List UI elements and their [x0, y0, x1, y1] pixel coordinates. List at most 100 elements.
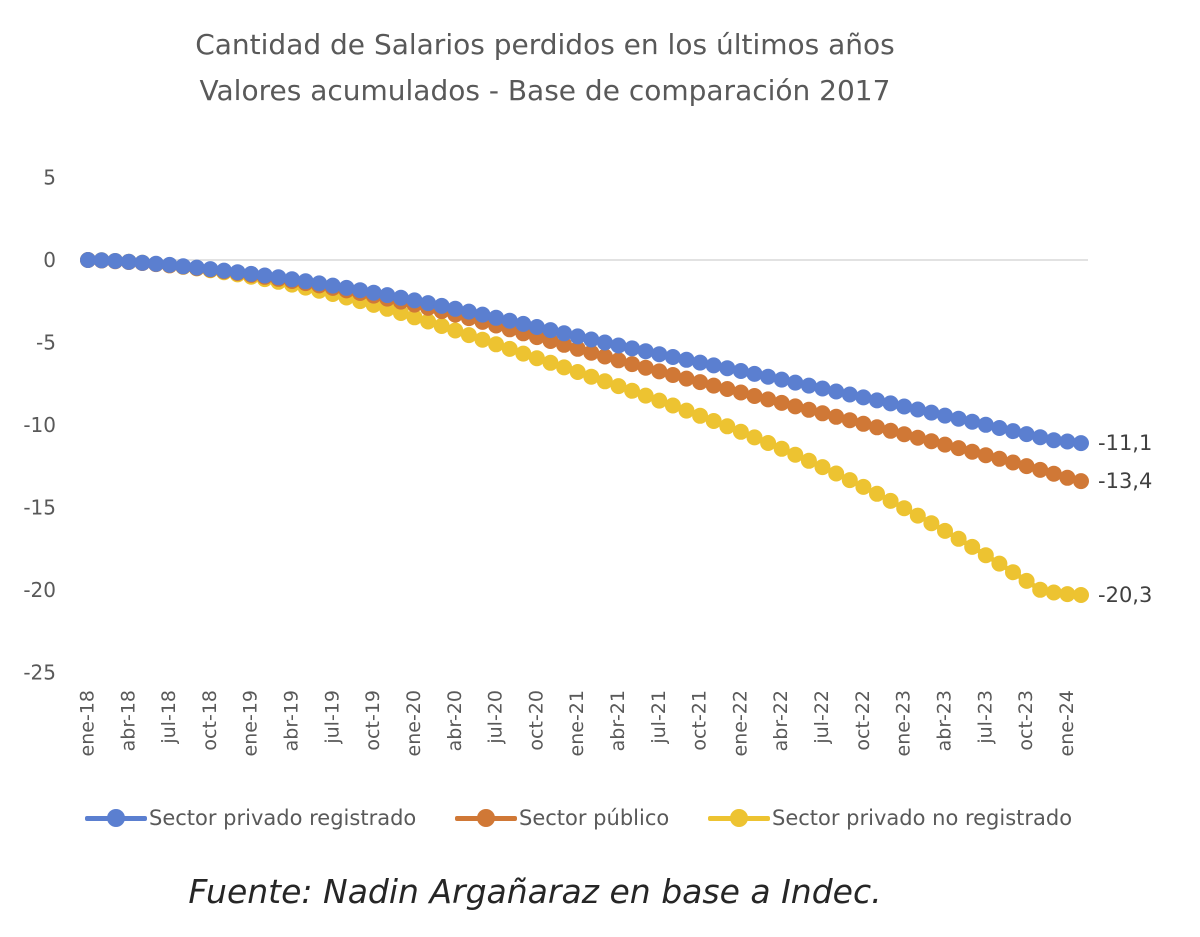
- data-point: [433, 318, 450, 334]
- data-point: [569, 340, 586, 357]
- x-tick-label: oct-22: [852, 690, 874, 751]
- legend-label: Sector público: [519, 806, 670, 830]
- data-point: [474, 306, 491, 323]
- data-point: [678, 370, 695, 387]
- data-point: [256, 267, 273, 284]
- legend-marker: [107, 809, 125, 827]
- data-point: [134, 254, 151, 271]
- data-point: [664, 397, 681, 414]
- x-tick-label: jul-23: [974, 690, 996, 745]
- data-point: [760, 368, 777, 385]
- data-point: [882, 492, 899, 509]
- data-point: [869, 392, 885, 409]
- data-point: [937, 407, 953, 424]
- data-point: [596, 334, 613, 351]
- data-point: [828, 383, 845, 400]
- y-tick-label: -25: [23, 661, 56, 685]
- data-point: [474, 331, 491, 348]
- data-point: [841, 412, 858, 429]
- legend-label: Sector privado no registrado: [772, 806, 1073, 830]
- data-point: [977, 447, 994, 464]
- data-point: [161, 256, 178, 273]
- data-point: [869, 485, 885, 502]
- data-point: [460, 327, 477, 344]
- data-point: [869, 419, 885, 436]
- x-tick-label: ene-23: [893, 690, 915, 756]
- data-point: [692, 407, 709, 424]
- data-point: [148, 255, 164, 272]
- data-point: [977, 416, 994, 433]
- legend-item-privado-no-registrado: Sector privado no registrado: [708, 800, 1072, 836]
- data-point: [528, 350, 545, 367]
- data-point: [855, 478, 872, 495]
- x-tick-label: ene-21: [566, 690, 588, 756]
- data-point: [664, 349, 681, 365]
- data-point: [855, 415, 872, 432]
- data-point: [596, 348, 613, 365]
- legend-marker: [477, 809, 495, 827]
- source-note: Fuente: Nadin Argañaraz en base a Indec.: [188, 872, 882, 911]
- data-point: [488, 336, 505, 353]
- data-point: [977, 547, 994, 564]
- data-point: [311, 275, 328, 292]
- end-value-label: -13,4: [1098, 469, 1152, 493]
- data-point: [1045, 584, 1062, 601]
- data-point: [583, 368, 600, 385]
- data-point: [909, 507, 926, 524]
- data-point: [501, 312, 518, 329]
- data-point: [909, 401, 926, 418]
- data-point: [828, 465, 845, 482]
- data-point: [1032, 429, 1049, 446]
- y-tick-label: 0: [43, 248, 56, 272]
- x-tick-label: jul-21: [648, 690, 670, 745]
- data-point: [1005, 454, 1021, 471]
- data-point: [705, 357, 722, 374]
- data-point: [392, 305, 409, 321]
- data-point: [773, 440, 790, 457]
- data-point: [950, 530, 967, 547]
- chart-legend: Sector privado registrado Sector público…: [0, 800, 1200, 836]
- data-point: [624, 382, 641, 399]
- data-point: [406, 292, 423, 309]
- data-point: [923, 433, 940, 450]
- data-point: [651, 392, 668, 409]
- data-point: [447, 300, 464, 317]
- data-point: [651, 346, 668, 363]
- data-point: [202, 261, 219, 278]
- data-point: [488, 309, 505, 326]
- data-point: [270, 269, 287, 286]
- data-point: [1073, 587, 1089, 603]
- data-point: [556, 359, 573, 376]
- data-point: [991, 450, 1008, 467]
- data-point: [760, 435, 777, 451]
- data-point: [175, 258, 192, 275]
- x-tick-label: ene-20: [403, 690, 425, 756]
- data-point: [937, 436, 953, 453]
- data-point: [1073, 473, 1089, 490]
- data-point: [338, 279, 355, 296]
- data-point: [610, 337, 627, 354]
- data-point: [692, 374, 709, 391]
- data-point: [569, 328, 586, 345]
- data-point: [216, 262, 232, 279]
- data-point: [800, 452, 817, 469]
- x-tick-label: oct-19: [362, 690, 384, 751]
- data-point: [800, 401, 817, 418]
- data-point: [909, 429, 926, 446]
- data-point: [787, 446, 804, 463]
- legend-item-privado-registrado: Sector privado registrado: [85, 800, 416, 836]
- data-point: [352, 282, 369, 299]
- data-point: [324, 277, 341, 294]
- data-point: [460, 303, 477, 320]
- x-tick-label: abr-20: [444, 690, 466, 751]
- data-point: [882, 395, 899, 412]
- data-point: [964, 538, 981, 555]
- data-point: [841, 386, 858, 403]
- data-point: [787, 374, 804, 391]
- data-point: [569, 364, 586, 380]
- data-point: [80, 252, 96, 268]
- data-point: [732, 423, 749, 440]
- data-point: [991, 420, 1008, 436]
- data-point: [93, 252, 110, 269]
- end-value-label: -11,1: [1098, 431, 1152, 455]
